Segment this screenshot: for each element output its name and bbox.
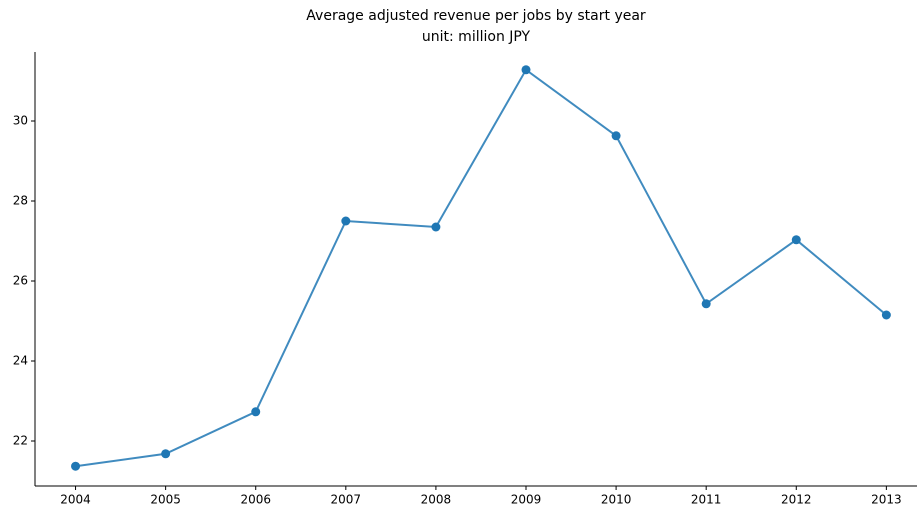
point <box>881 310 891 320</box>
point <box>611 131 621 141</box>
y-tick-label: 22 <box>13 434 28 448</box>
y-tick-label: 24 <box>13 354 28 368</box>
y-tick-label: 30 <box>13 114 28 128</box>
point <box>161 449 171 459</box>
point <box>701 299 711 309</box>
point <box>521 65 531 75</box>
point <box>791 235 801 245</box>
point <box>71 461 81 471</box>
point <box>251 407 261 417</box>
y-tick-label: 26 <box>13 274 28 288</box>
x-tick-label: 2006 <box>240 493 271 507</box>
x-tick-label: 2011 <box>691 493 722 507</box>
x-tick-label: 2005 <box>150 493 181 507</box>
point <box>341 216 351 226</box>
chart-subtitle: unit: million JPY <box>422 29 531 45</box>
line <box>75 68 888 468</box>
point <box>431 222 441 232</box>
x-tick-label: 2008 <box>421 493 452 507</box>
x-tick-label: 2010 <box>601 493 632 507</box>
x-tick-label: 2007 <box>331 493 362 507</box>
x-tick-label: 2012 <box>781 493 812 507</box>
x-tick-label: 2009 <box>511 493 542 507</box>
x-tick-label: 2004 <box>60 493 91 507</box>
y-tick-label: 28 <box>13 194 28 208</box>
x-tick-label: 2013 <box>871 493 902 507</box>
chart-title: Average adjusted revenue per jobs by sta… <box>306 8 646 24</box>
